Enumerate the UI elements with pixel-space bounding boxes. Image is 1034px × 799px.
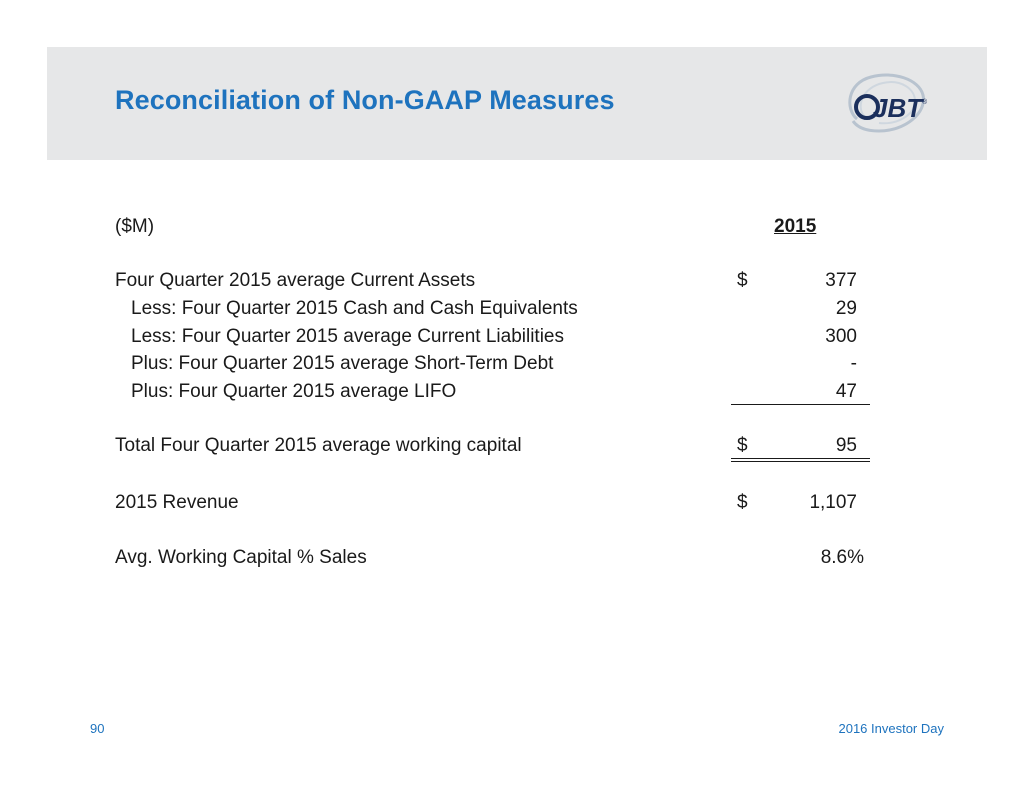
total-label: Total Four Quarter 2015 average working … [115,435,522,456]
column-header-2015: 2015 [774,216,817,237]
total-double-rule-top [731,458,870,459]
total-currency: $ [737,435,748,456]
page-number: 90 [90,721,105,736]
total-value: 95 [835,435,857,456]
ratio-label: Avg. Working Capital % Sales [115,547,367,568]
logo-ring [854,94,880,120]
unit-label: ($M) [115,216,155,237]
row-value-current-assets: 377 [825,270,857,291]
row-currency-current-assets: $ [737,270,748,291]
total-double-rule-bottom [731,461,870,462]
row-value-current-liabilities: 300 [825,326,857,347]
logo-registered-mark: ® [922,98,928,106]
jbt-logo: JBT ® [835,69,933,137]
logo-swoosh-outer [848,73,925,133]
revenue-value: 1,107 [809,492,857,513]
logo-text: JBT [873,93,924,123]
row-label-current-liabilities: Less: Four Quarter 2015 average Current … [131,326,565,347]
row-value-lifo: 47 [835,381,857,402]
revenue-label: 2015 Revenue [115,492,239,513]
subtotal-rule [731,404,870,405]
ratio-value: 8.6% [820,547,864,568]
event-name: 2016 Investor Day [838,721,944,736]
row-label-short-term-debt: Plus: Four Quarter 2015 average Short-Te… [131,353,554,374]
row-label-current-assets: Four Quarter 2015 average Current Assets [115,270,476,291]
page-title: Reconciliation of Non-GAAP Measures [115,85,615,115]
row-label-cash: Less: Four Quarter 2015 Cash and Cash Eq… [131,298,578,319]
row-label-lifo: Plus: Four Quarter 2015 average LIFO [131,381,457,402]
row-value-cash: 29 [835,298,857,319]
revenue-currency: $ [737,492,748,513]
header-band: Reconciliation of Non-GAAP Measures JBT … [47,47,987,160]
row-value-short-term-debt: - [850,353,857,374]
